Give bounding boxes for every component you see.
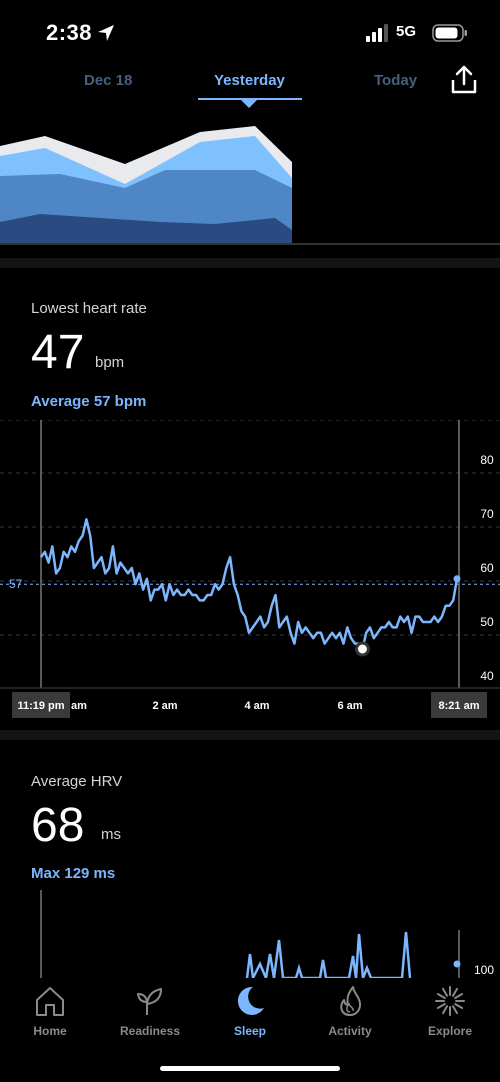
tab-today[interactable]: Today	[374, 72, 418, 89]
selected-tab-underline	[198, 98, 302, 100]
flame-icon	[340, 986, 362, 1016]
heart-rate-line	[39, 518, 459, 651]
heart-rate-label: Lowest heart rate	[31, 300, 147, 317]
average-hrv-value: 68	[31, 799, 85, 852]
end-time-badge	[431, 692, 487, 718]
max-hrv: Max 129 ms	[31, 865, 116, 882]
nav-activity[interactable]: Activity	[300, 984, 400, 1038]
hrv-label: Average HRV	[31, 773, 123, 790]
section-divider	[0, 258, 500, 268]
date-tabs: Dec 18 Yesterday Today	[0, 62, 500, 108]
y-tick-label: 80	[480, 453, 494, 467]
nav-label-home: Home	[33, 1024, 67, 1038]
y-tick-label: 50	[480, 615, 494, 629]
y-tick-label: 70	[480, 507, 494, 521]
x-tick-label: 2 am	[152, 700, 177, 712]
heart-rate-unit: bpm	[95, 354, 125, 371]
end-time-label: 8:21 am	[439, 700, 480, 712]
lowest-point-marker	[354, 641, 370, 657]
y-tick-label: 60	[480, 561, 494, 575]
home-indicator	[160, 1066, 340, 1071]
hrv-end-point	[453, 960, 461, 968]
tab-dec-18[interactable]: Dec 18	[84, 72, 133, 89]
lowest-heart-rate-value: 47	[31, 326, 85, 379]
sprout-icon	[137, 988, 162, 1015]
nav-sleep[interactable]: Sleep	[200, 984, 300, 1038]
status-bar: 2:38 5G	[0, 0, 500, 60]
sleep-stages-chart	[0, 126, 500, 245]
section-divider	[0, 730, 500, 740]
nav-label-readiness: Readiness	[119, 1024, 181, 1038]
status-time: 2:38	[46, 20, 93, 45]
hrv-chart: 100	[40, 890, 494, 978]
start-time-badge	[12, 692, 70, 718]
sparkle-icon	[435, 986, 465, 1016]
x-tick-label: 6 am	[337, 700, 362, 712]
nav-home[interactable]: Home	[0, 984, 100, 1038]
heart-rate-chart: 80 70 60 50 40 57 am 2 am 4 am 6 am 11:19 pm 8:…	[0, 420, 500, 718]
average-marker-label: 57	[9, 577, 23, 591]
x-tick-label: 4 am	[244, 700, 269, 712]
y-tick-label: 40	[480, 669, 494, 683]
signal-bars-icon	[366, 24, 388, 42]
end-point-marker	[453, 575, 461, 583]
start-time-label: 11:19 pm	[17, 700, 64, 712]
moon-icon	[237, 986, 264, 1015]
hrv-y-tick: 100	[474, 963, 494, 977]
location-arrow-icon	[98, 25, 114, 41]
hrv-unit: ms	[101, 826, 121, 843]
selected-tab-caret	[241, 100, 257, 108]
average-heart-rate: Average 57 bpm	[31, 393, 147, 410]
home-icon	[36, 987, 64, 1016]
nav-explore[interactable]: Explore	[400, 984, 500, 1038]
bottom-nav: Home Readiness Sleep Activity Explore	[0, 978, 500, 1082]
nav-label-explore: Explore	[427, 1024, 472, 1038]
share-icon[interactable]	[448, 64, 480, 96]
hrv-line	[245, 931, 412, 978]
nav-label-sleep: Sleep	[233, 1024, 266, 1038]
battery-icon	[432, 24, 467, 42]
deep-sleep-area	[0, 214, 292, 244]
network-type: 5G	[396, 23, 417, 40]
nav-label-activity: Activity	[328, 1024, 372, 1038]
nav-readiness[interactable]: Readiness	[100, 984, 200, 1038]
x-tick-label: am	[71, 700, 87, 712]
tab-yesterday[interactable]: Yesterday	[214, 72, 285, 89]
